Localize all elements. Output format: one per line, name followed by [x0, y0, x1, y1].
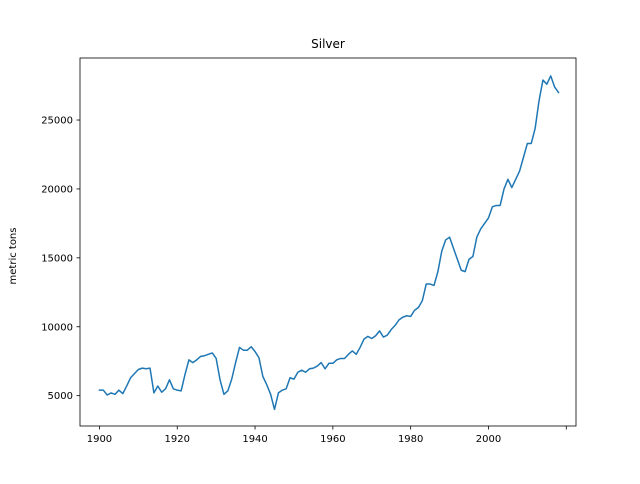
- x-tick-label: 1920: [165, 434, 190, 445]
- y-tick-label: 20000: [41, 184, 73, 195]
- y-tick-label: 10000: [41, 322, 73, 333]
- plot-area: 1900 1920 1940 1960 1980 2000 5000 10000 15000 20…: [41, 57, 577, 445]
- axes-frame: [79, 57, 577, 427]
- series-line-0: [98, 75, 560, 411]
- y-tick-label: 15000: [41, 253, 73, 264]
- y-tick-label: 5000: [48, 391, 73, 402]
- y-tick-label: 25000: [41, 116, 73, 127]
- x-tick-label: 1940: [242, 434, 267, 445]
- y-axis-label: metric tons: [8, 228, 19, 285]
- x-tick-label: 1980: [398, 434, 423, 445]
- chart-title: Silver: [311, 37, 345, 51]
- x-tick-label: 1960: [320, 434, 345, 445]
- x-tick-label: 1900: [87, 434, 112, 445]
- x-tick-label: 2000: [476, 434, 501, 445]
